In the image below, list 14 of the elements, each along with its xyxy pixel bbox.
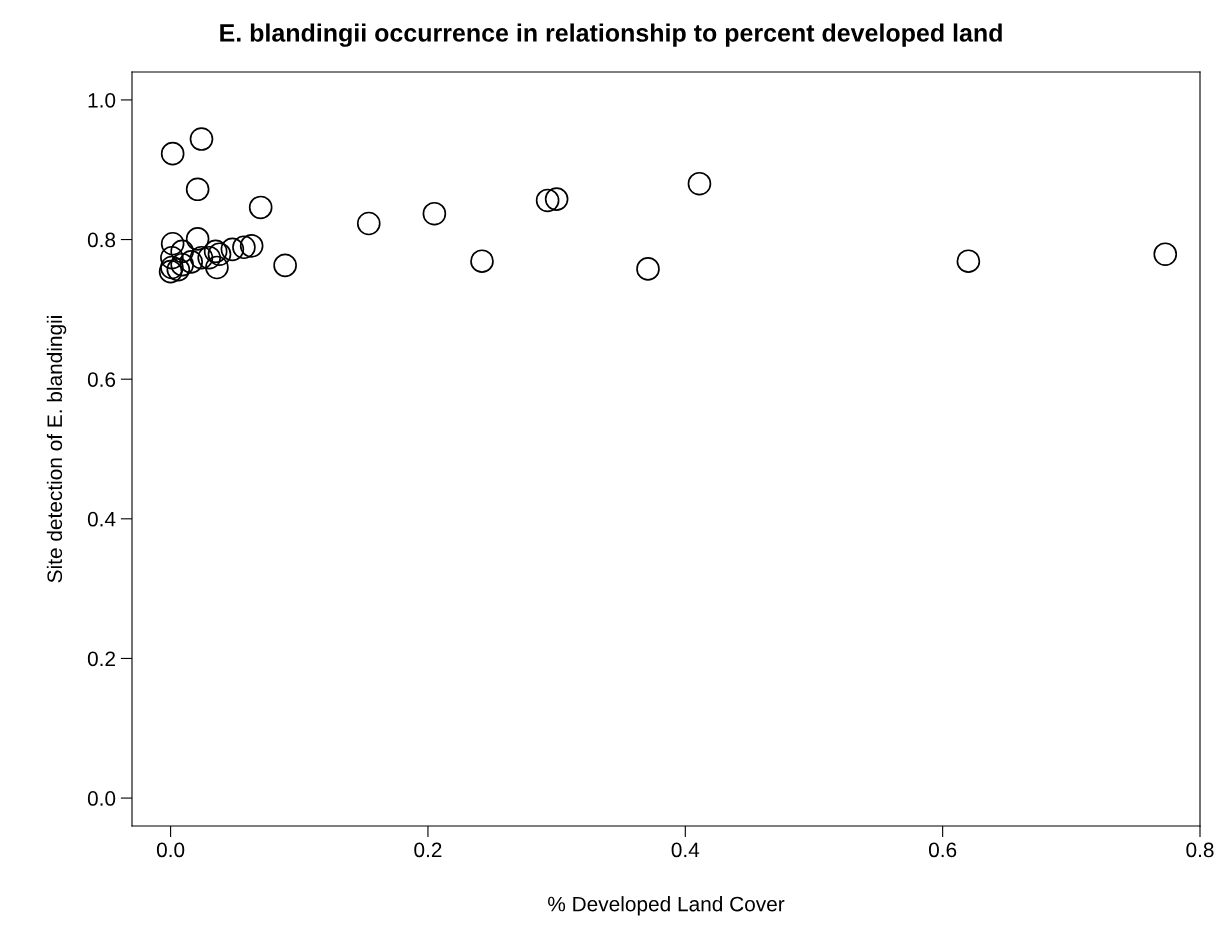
chart-title: E. blandingii occurrence in relationship to percent developed land [220,23,1002,47]
x-tick-label: 0.0 [156,842,185,858]
y-tick-label: 0.8 [87,232,116,248]
x-tick-label: 0.8 [1186,842,1214,858]
y-tick-label: 0.6 [87,372,116,387]
x-tick-label: 0.2 [414,842,442,858]
y-tick-label: 1.0 [88,92,116,108]
y-tick-label: 0.0 [87,791,116,806]
x-tick-label: 0.6 [928,842,957,858]
y-tick-label: 0.2 [87,651,115,667]
x-axis-title: % Developed Land Cover [548,896,785,916]
x-tick-label: 0.4 [671,842,700,858]
y-axis-title: Site detection of E. blandingii [46,316,67,583]
y-tick-label: 0.4 [87,511,116,527]
